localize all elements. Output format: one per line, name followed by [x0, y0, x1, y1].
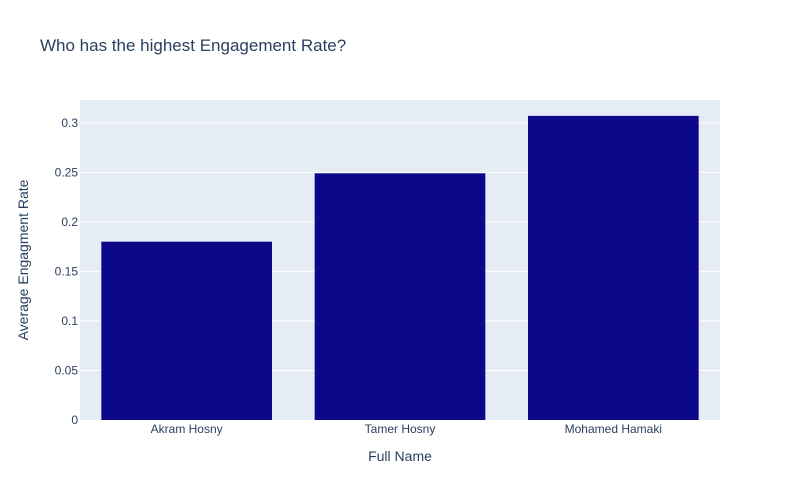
- bar-mohamed-hamaki[interactable]: [528, 115, 699, 421]
- x-axis-title: Full Name: [368, 448, 432, 464]
- y-axis-ticks: 0 0.05 0.1 0.15 0.2 0.25 0.3: [55, 116, 79, 427]
- y-tick-label: 0.05: [55, 363, 79, 377]
- bar-tamer-hosny[interactable]: [314, 173, 486, 420]
- x-tick-label: Tamer Hosny: [365, 422, 436, 436]
- chart-title: Who has the highest Engagement Rate?: [40, 36, 346, 55]
- x-axis-ticks: Akram Hosny Tamer Hosny Mohamed Hamaki: [151, 422, 662, 436]
- y-axis-title: Average Engagment Rate: [15, 179, 31, 340]
- bar-series: [101, 115, 699, 421]
- y-tick-label: 0.2: [61, 215, 78, 229]
- x-tick-label: Akram Hosny: [151, 422, 223, 436]
- y-tick-label: 0.15: [55, 264, 79, 278]
- y-tick-label: 0.25: [55, 165, 79, 179]
- x-tick-label: Mohamed Hamaki: [565, 422, 662, 436]
- bar-akram-hosny[interactable]: [101, 241, 272, 420]
- y-tick-label: 0: [71, 413, 78, 427]
- y-tick-label: 0.3: [61, 116, 78, 130]
- y-tick-label: 0.1: [61, 314, 78, 328]
